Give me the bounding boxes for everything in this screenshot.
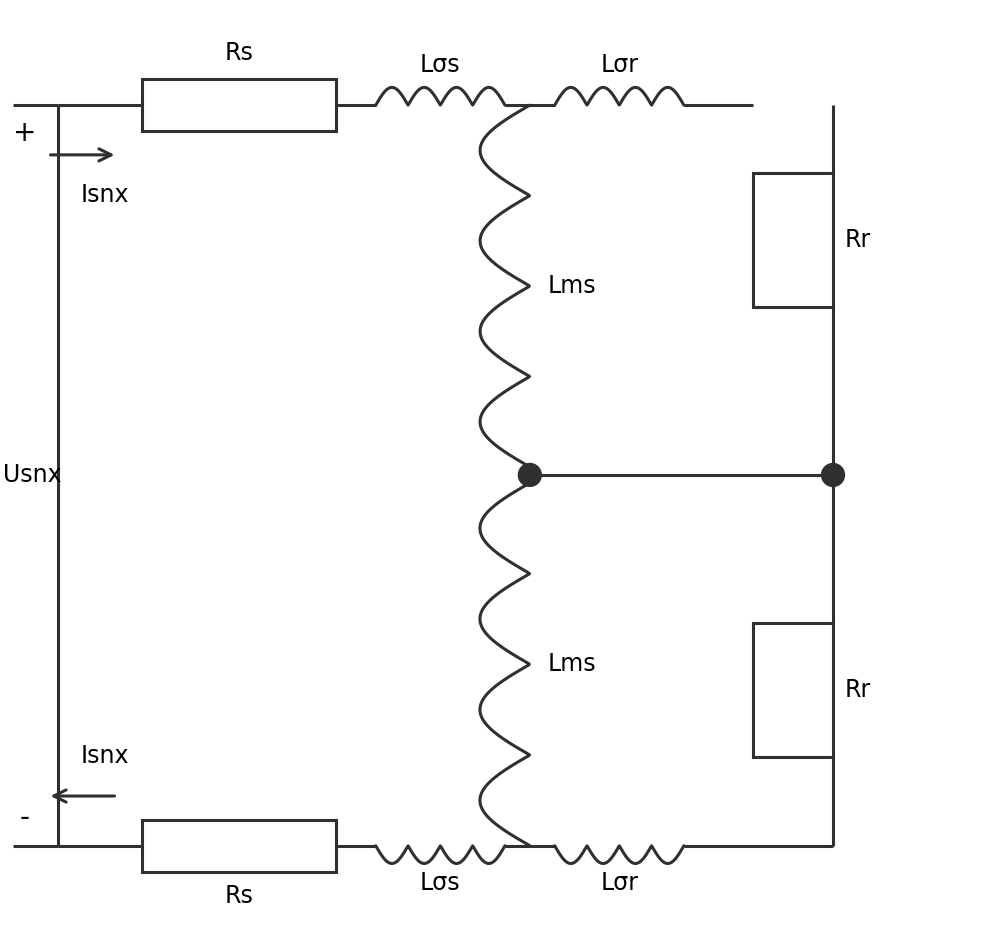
Text: -: - (20, 804, 30, 832)
Text: Lσs: Lσs (420, 871, 461, 896)
Circle shape (518, 464, 541, 486)
Bar (753, 623, 833, 758)
Bar (753, 174, 833, 308)
Text: Rs: Rs (225, 41, 254, 65)
Text: Isnx: Isnx (81, 745, 129, 768)
Text: Usnx: Usnx (3, 464, 62, 487)
Text: Lσr: Lσr (600, 53, 638, 77)
Text: Isnx: Isnx (81, 183, 129, 206)
Bar (142, 79, 336, 131)
Text: Lms: Lms (548, 652, 596, 676)
Text: Rr: Rr (845, 229, 871, 252)
Circle shape (822, 464, 844, 486)
Text: Lms: Lms (548, 274, 596, 298)
Bar (142, 820, 336, 871)
Text: Rr: Rr (845, 678, 871, 703)
Text: Rs: Rs (225, 884, 254, 908)
Text: +: + (13, 119, 37, 147)
Text: Lσr: Lσr (600, 871, 638, 896)
Text: Lσs: Lσs (420, 53, 461, 77)
